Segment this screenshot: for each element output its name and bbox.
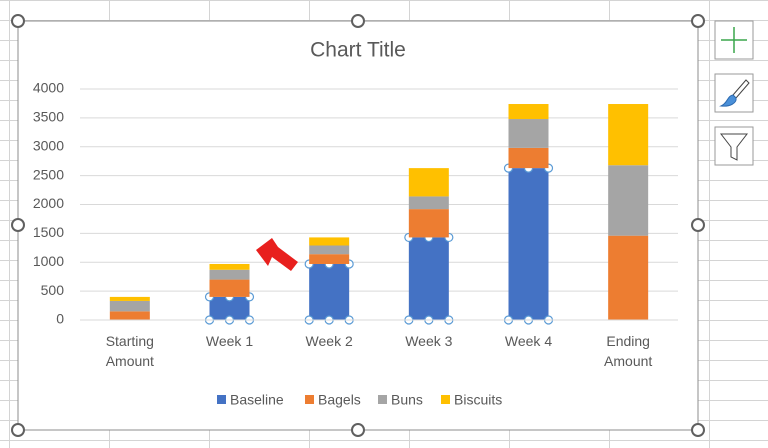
legend-swatch	[378, 395, 387, 404]
bar-segment	[109, 296, 150, 301]
y-tick-label: 3000	[33, 137, 64, 153]
legend-swatch	[441, 395, 450, 404]
y-tick-label: 2000	[33, 195, 64, 211]
bar-segment	[408, 209, 449, 238]
resize-handle[interactable]	[11, 423, 25, 437]
bar-segment	[408, 168, 449, 197]
x-tick-label: Week 4	[504, 333, 553, 349]
y-tick-label: 1000	[33, 253, 64, 269]
legend-swatch	[217, 395, 226, 404]
x-tick-label: Ending Amount	[604, 333, 653, 369]
resize-handle[interactable]	[351, 423, 365, 437]
legend-label: Buns	[391, 392, 423, 408]
bar-segment	[508, 119, 549, 148]
x-tick-label: Week 1	[205, 333, 254, 349]
bar-segment	[508, 104, 549, 120]
y-tick-label: 2500	[33, 166, 64, 182]
resize-handle[interactable]	[11, 14, 25, 28]
red-arrow	[256, 238, 298, 271]
bar-segment	[309, 245, 350, 255]
plus-icon	[721, 27, 747, 53]
x-tick-label: Week 2	[305, 333, 353, 349]
bar-segment	[608, 104, 649, 166]
bar-segment	[608, 165, 649, 236]
y-tick-label: 500	[41, 282, 65, 298]
bar-segment	[209, 296, 250, 320]
bar-segment	[508, 168, 549, 320]
filter-icon	[719, 133, 749, 161]
legend-swatch	[305, 395, 314, 404]
bar-segment	[209, 269, 250, 280]
x-tick-label: Week 3	[405, 333, 453, 349]
frame-handles	[11, 14, 705, 437]
bar-segment	[608, 235, 649, 320]
bar-segment	[508, 147, 549, 169]
bar-segment	[209, 263, 250, 270]
y-tick-label: 1500	[33, 224, 64, 240]
brush-tip	[719, 94, 737, 107]
bar-segment	[309, 237, 350, 246]
resize-handle[interactable]	[691, 218, 705, 232]
y-tick-label: 0	[56, 311, 64, 327]
resize-handle[interactable]	[351, 14, 365, 28]
bar-segment	[408, 196, 449, 210]
y-tick-label: 4000	[33, 80, 64, 96]
bar-segment	[109, 300, 150, 312]
resize-handle[interactable]	[11, 218, 25, 232]
resize-handle[interactable]	[691, 423, 705, 437]
bar-segment	[309, 263, 350, 320]
resize-handle[interactable]	[691, 14, 705, 28]
chart-title[interactable]: Chart Title	[310, 39, 406, 62]
legend-label: Bagels	[318, 392, 361, 408]
legend-label: Baseline	[230, 392, 284, 408]
bar-segment	[209, 279, 250, 297]
y-tick-label: 3500	[33, 109, 64, 125]
x-tick-label: Starting Amount	[105, 333, 154, 369]
bar-segment	[109, 311, 150, 320]
bar-segment	[309, 254, 350, 264]
bar-segment	[408, 237, 449, 320]
side-buttons	[714, 20, 754, 166]
legend-label: Biscuits	[454, 392, 502, 408]
